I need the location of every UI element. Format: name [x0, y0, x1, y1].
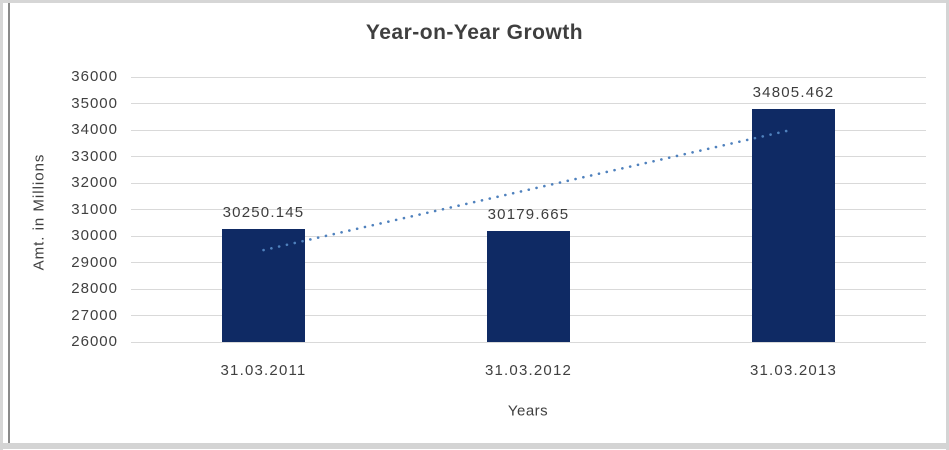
y-axis-tick-label: 28000: [71, 280, 118, 297]
window-edge-right: [946, 0, 949, 450]
bar-data-label: 30179.665: [487, 206, 570, 224]
window-edge-bottom: [0, 443, 949, 449]
y-axis-tick-label: 35000: [71, 94, 118, 112]
window-edge-top: [0, 0, 949, 3]
y-axis-tick-label: 29000: [71, 253, 118, 271]
bar-data-label: 30250.145: [222, 204, 305, 222]
bar-data-label: 34805.462: [752, 83, 835, 101]
x-category-label: 31.03.2012: [484, 362, 573, 379]
x-axis-title: Years: [507, 402, 549, 420]
y-axis-tick-label: 34000: [71, 121, 118, 138]
y-axis-tick-label: 27000: [71, 306, 118, 324]
bar: [487, 231, 570, 342]
gridline: [131, 103, 926, 104]
gridline: [131, 341, 926, 343]
x-category-label: 31.03.2011: [220, 362, 307, 379]
x-category-label: 31.03.2013: [749, 362, 838, 379]
bar: [752, 108, 835, 342]
y-axis-tick-label: 36000: [71, 68, 118, 85]
bar: [222, 229, 305, 342]
window-edge-left: [0, 0, 3, 450]
gridline: [131, 76, 926, 78]
y-axis-title: Amt. in Millions: [30, 153, 48, 271]
y-axis-tick-label: 32000: [71, 174, 118, 191]
y-axis-tick-label: 33000: [71, 147, 118, 165]
y-axis-tick-label: 31000: [71, 200, 118, 218]
chart-title: Year-on-Year Growth: [365, 21, 584, 44]
cell-border-line: [8, 3, 10, 443]
y-axis-tick-label: 26000: [71, 333, 118, 350]
y-axis-tick-label: 30000: [71, 227, 118, 244]
